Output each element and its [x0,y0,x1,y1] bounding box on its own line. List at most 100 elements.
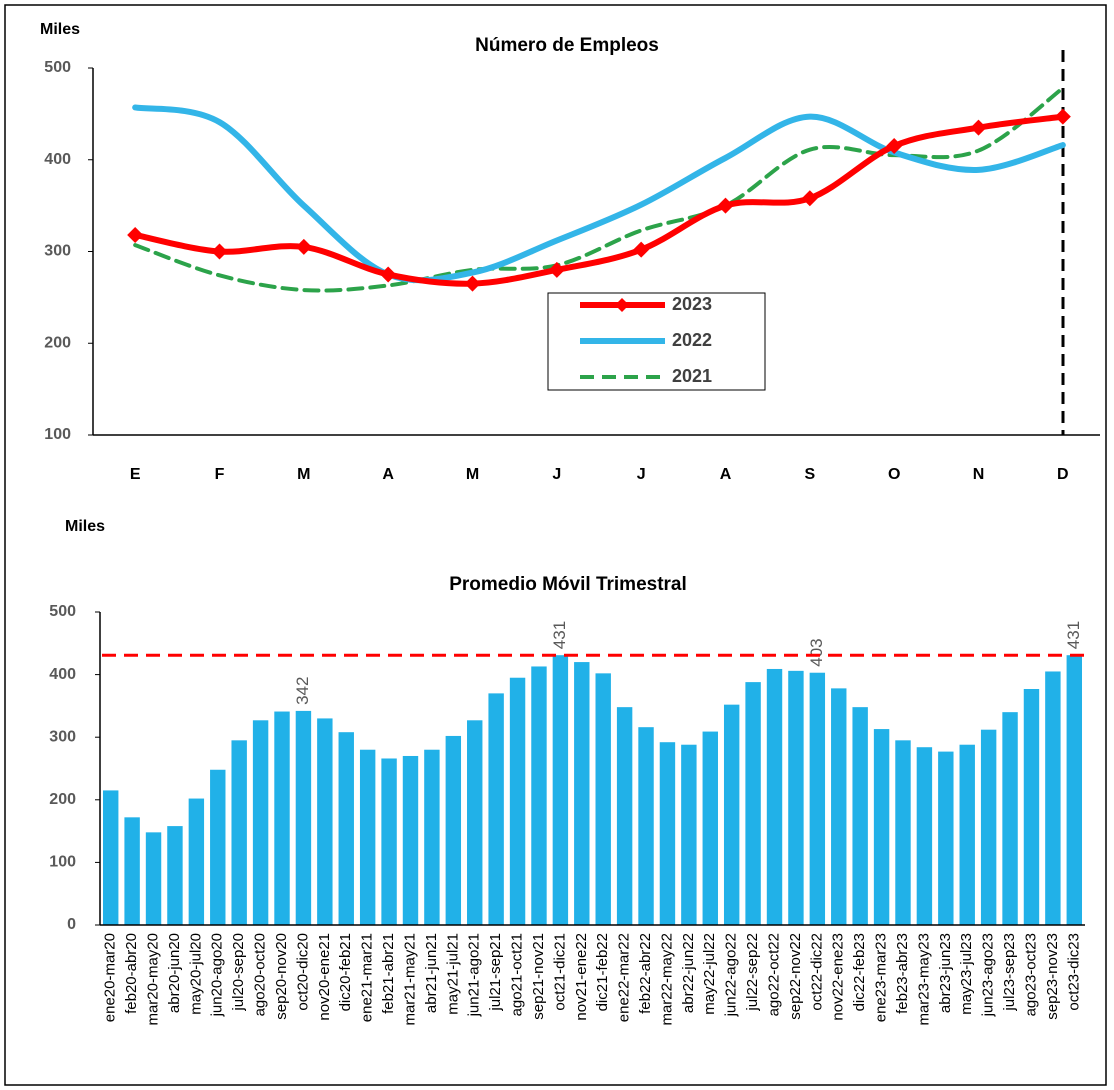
bar [980,729,997,925]
x-tick-label: jul22-sep22 [744,933,761,1012]
bar [445,735,462,925]
x-tick-label: oct20-dic20 [294,933,311,1011]
data-label: 403 [807,638,826,666]
x-tick-label: feb21-abr21 [380,933,397,1014]
bar [231,740,247,925]
x-tick-label: abr23-jun23 [937,933,954,1013]
x-tick-label: oct21-dic21 [551,933,568,1011]
y-axis-label: Miles [40,21,80,38]
point [801,190,818,207]
x-tick-label: M [297,466,310,483]
x-tick-label: may21-jul21 [444,933,461,1015]
x-tick-label: feb20-abr20 [123,933,140,1014]
x-tick-label: J [637,466,646,483]
x-tick-label: ene22-mar22 [616,933,633,1022]
x-tick-label: F [215,466,225,483]
point [886,137,903,154]
bar [167,826,183,925]
x-tick-label: oct22-dic22 [808,933,825,1011]
x-tick-label: mar22-may22 [658,933,675,1026]
bar [745,682,761,925]
frame [4,4,1107,1086]
bar [659,742,676,925]
x-tick-label: ene20-mar20 [102,933,119,1022]
point [1054,108,1071,125]
y-tick-label: 400 [44,151,71,168]
point [717,197,734,214]
x-tick-label: J [552,466,561,483]
bar [702,731,718,925]
y-tick-label: 400 [49,666,76,683]
x-tick-label: may22-jul22 [701,933,718,1015]
legend-label: 2023 [672,294,712,314]
x-tick-label: mar21-may21 [401,933,418,1026]
bar [766,668,783,925]
x-tick-label: jul20-sep20 [230,933,247,1012]
x-tick-label: jun23-ago23 [980,933,997,1017]
bar [1002,712,1018,925]
x-tick-label: nov22-ene23 [830,933,847,1021]
x-tick-label: sep22-nov22 [787,933,804,1020]
x-tick-label: sep21-nov21 [530,933,547,1020]
x-tick-label: jun22-ago22 [723,933,740,1017]
bar [1023,688,1040,925]
y-tick-label: 100 [44,426,71,443]
bar [210,769,226,925]
x-tick-label: feb22-abr22 [637,933,654,1014]
x-tick-label: abr21-jun21 [423,933,440,1013]
point [295,238,312,255]
bar [145,832,162,925]
bar [467,720,483,925]
chart-title: Número de Empleos [475,35,659,56]
bar [552,655,569,925]
x-tick-label: ago20-oct20 [252,933,269,1016]
point [548,261,565,278]
x-tick-label: abr22-jun22 [680,933,697,1013]
point [211,243,228,260]
x-tick-label: D [1057,466,1069,483]
bar [509,677,526,925]
y-axis-label: Miles [65,518,105,535]
bar [916,747,933,925]
bar [809,672,826,925]
y-tick-label: 0 [67,916,76,933]
bar [852,707,868,925]
x-tick-label: ene23-mar23 [873,933,890,1022]
bar [295,710,312,925]
x-tick-label: dic21-feb22 [594,933,611,1011]
point [380,266,397,283]
point [464,275,481,292]
bar [102,790,119,925]
bar [595,673,611,925]
x-tick-label: jun20-ago20 [209,933,226,1017]
x-tick-label: A [720,466,732,483]
y-tick-label: 200 [44,334,71,351]
x-tick-label: feb23-abr23 [894,933,911,1014]
x-tick-label: may23-jul23 [958,933,975,1015]
bar [359,749,376,925]
x-tick-label: A [382,466,394,483]
series-line [133,86,1065,293]
bar [274,711,290,925]
legend-label: 2022 [672,330,712,350]
bar [831,688,847,925]
bar [959,744,975,925]
x-tick-label: oct23-dic23 [1065,933,1082,1011]
y-tick-label: 100 [49,854,76,871]
x-tick-label: ene21-mar21 [359,933,376,1022]
series-line [132,113,1066,287]
bar [338,732,354,925]
bar [788,670,804,925]
x-tick-label: ago21-oct21 [509,933,526,1016]
bar [531,666,547,925]
x-tick-label: O [888,466,900,483]
bar [1045,671,1061,925]
data-label: 342 [293,677,312,705]
y-tick-label: 300 [44,243,71,260]
x-tick-label: E [130,466,141,483]
data-label: 431 [1064,621,1083,649]
x-tick-label: jul21-sep21 [487,933,504,1012]
bar [574,662,590,925]
chart-title: Promedio Móvil Trimestral [449,574,687,595]
